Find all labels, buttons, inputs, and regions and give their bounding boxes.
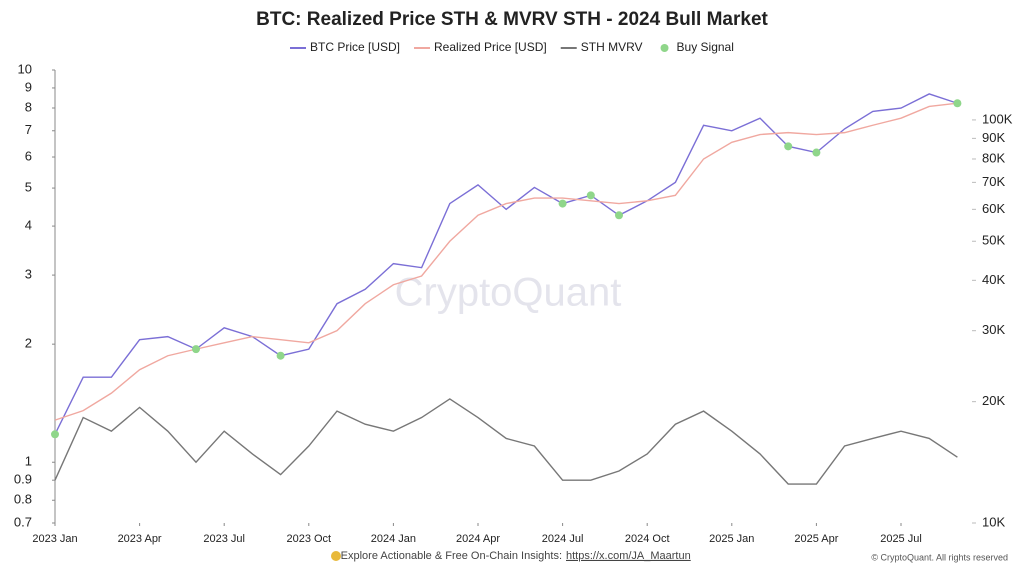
x-tick-label: 2024 Jan — [371, 533, 416, 545]
y2-tick-label: 70K — [982, 174, 1005, 189]
x-tick-label: 2025 Jan — [709, 533, 754, 545]
y-tick-label: 7 — [25, 122, 32, 137]
series-line — [54, 102, 958, 421]
y-tick-label: 9 — [25, 79, 32, 94]
chart-title: BTC: Realized Price STH & MVRV STH - 202… — [256, 9, 768, 30]
y2-tick-label: 50K — [982, 233, 1005, 248]
buy-signal — [51, 430, 59, 439]
x-tick-label: 2024 Oct — [625, 533, 670, 545]
x-tick-label: 2025 Jul — [880, 533, 922, 545]
y-tick-label: 0.9 — [14, 472, 32, 487]
y2-tick-label: 40K — [982, 272, 1005, 287]
buy-signal — [558, 199, 567, 208]
y2-tick-label: 90K — [982, 130, 1005, 145]
series-line — [54, 93, 958, 435]
y2-tick-label: 100K — [982, 111, 1013, 126]
legend-label: STH MVRV — [581, 40, 643, 54]
y-tick-label: 0.7 — [14, 514, 32, 529]
legend-label: BTC Price [USD] — [310, 40, 400, 54]
buy-signal — [784, 142, 793, 151]
y-tick-label: 5 — [25, 180, 32, 195]
y2-tick-label: 20K — [982, 393, 1005, 408]
watermark: CryptoQuant — [395, 271, 622, 315]
y-tick-label: 3 — [25, 267, 32, 282]
footer-text: Explore Actionable & Free On-Chain Insig… — [341, 550, 562, 562]
legend-label: Realized Price [USD] — [434, 40, 547, 54]
buy-signal — [615, 211, 623, 220]
legend-marker — [660, 44, 669, 52]
x-tick-label: 2024 Apr — [456, 533, 500, 545]
x-tick-label: 2023 Jan — [32, 533, 77, 545]
y-tick-label: 4 — [25, 218, 32, 233]
y-tick-label: 1 — [25, 454, 32, 469]
legend-label: Buy Signal — [677, 40, 734, 54]
y-tick-label: 0.8 — [14, 492, 32, 507]
buy-signal — [192, 345, 200, 354]
buy-signal — [812, 148, 821, 157]
y-tick-label: 2 — [25, 336, 32, 351]
x-tick-label: 2025 Apr — [794, 533, 838, 545]
y-tick-label: 8 — [25, 99, 32, 114]
x-tick-label: 2023 Apr — [118, 533, 162, 545]
buy-signal — [586, 191, 595, 200]
series-line — [54, 398, 958, 485]
copyright: © CryptoQuant. All rights reserved — [871, 552, 1008, 562]
buy-signal — [276, 351, 285, 360]
y2-tick-label: 60K — [982, 201, 1005, 216]
buy-signal — [953, 99, 962, 108]
y-tick-label: 6 — [25, 148, 32, 163]
y2-tick-label: 30K — [982, 322, 1005, 337]
bell-icon — [331, 551, 341, 561]
x-tick-label: 2023 Oct — [286, 533, 331, 545]
footer-link[interactable]: https://x.com/JA_Maartun — [566, 550, 691, 562]
x-tick-label: 2024 Jul — [542, 533, 584, 545]
x-tick-label: 2023 Jul — [203, 533, 245, 545]
y2-tick-label: 80K — [982, 150, 1005, 165]
y2-tick-label: 10K — [982, 514, 1005, 529]
y-tick-label: 10 — [18, 61, 32, 76]
